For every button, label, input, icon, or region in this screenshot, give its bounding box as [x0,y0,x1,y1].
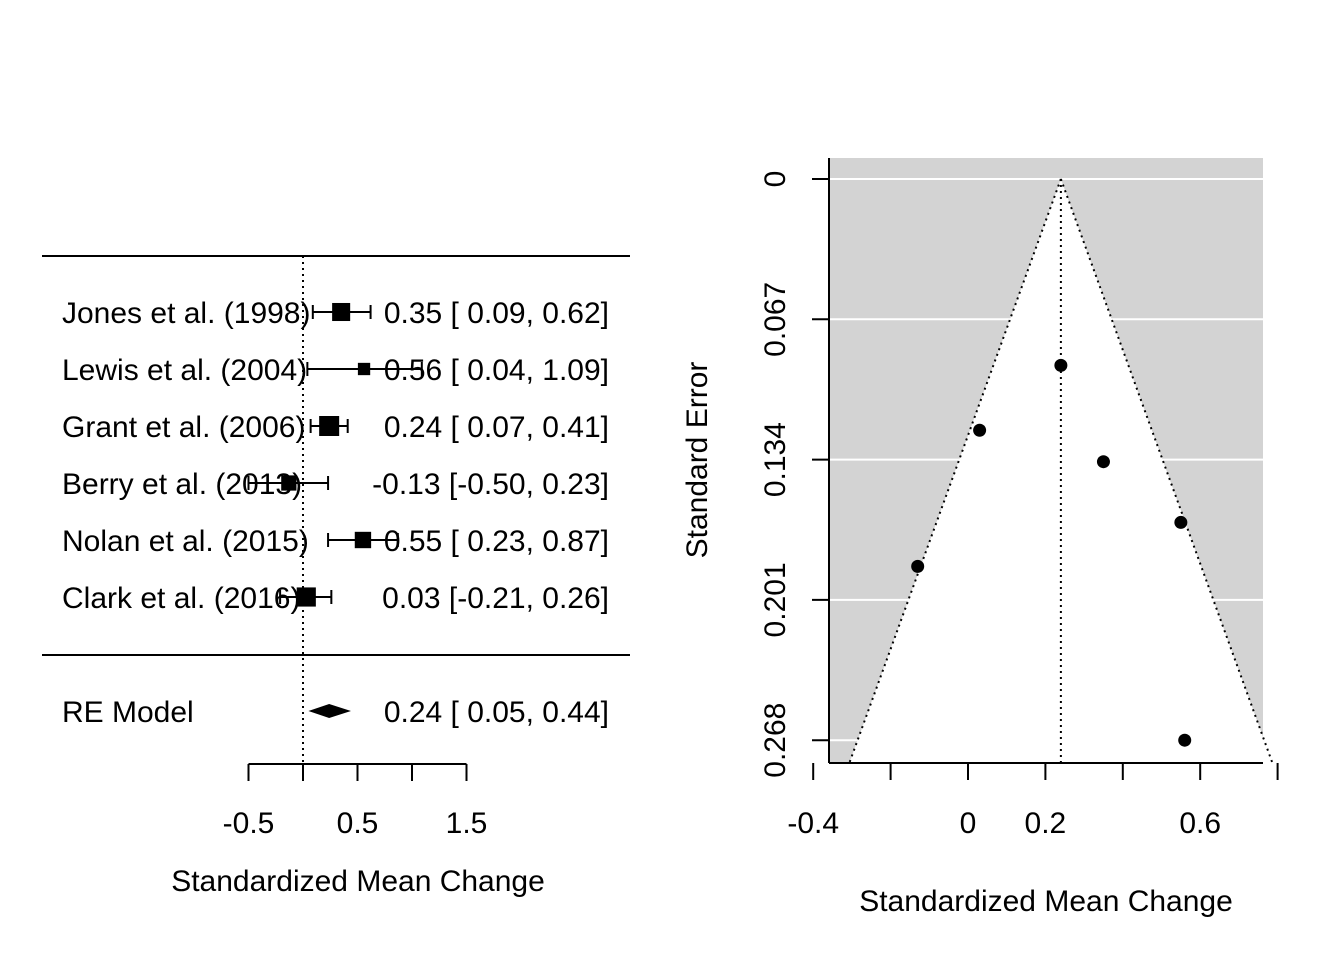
study-row: Jones et al. (1998) 0.35 [ 0.09, 0.62] [62,297,609,330]
study-label: Berry et al. (2013) [62,468,302,501]
y-axis-title: Standard Error [681,362,714,559]
estimate-square [357,362,371,376]
x-tick-label: 0 [960,807,977,840]
y-tick-label: 0.201 [759,562,792,637]
funnel-left-boundary [848,178,1062,764]
estimate-square [332,302,351,322]
study-label: Lewis et al. (2004) [62,354,307,387]
x-tick-label: -0.4 [787,807,839,840]
summary-row: RE Model 0.24 [ 0.05, 0.44] [62,696,609,729]
funnel-right-boundary [1059,178,1274,764]
study-point [973,423,987,437]
study-row: Lewis et al. (2004) 0.56 [ 0.04, 1.09] [62,354,609,387]
study-row: Nolan et al. (2015) 0.55 [ 0.23, 0.87] [62,525,609,558]
estimate-square [296,587,316,607]
study-point [1174,515,1188,529]
study-point [1096,455,1110,469]
study-row: Grant et al. (2006) 0.24 [ 0.07, 0.41] [62,411,609,444]
summary-diamond [308,704,351,718]
x-tick-label: 0.5 [337,807,379,840]
x-tick-label: -0.5 [223,807,275,840]
estimate-square [281,475,297,491]
estimate-ci-text: -0.13 [-0.50, 0.23] [372,468,609,501]
estimate-ci-text: 0.03 [-0.21, 0.26] [382,582,609,615]
study-point [911,559,925,573]
x-tick-label: 1.5 [446,807,488,840]
study-label: Nolan et al. (2015) [62,525,309,558]
funnel-plot: 0 0.067 0.134 0.201 0.268 Standard Error -0.4 0… [681,158,1279,918]
study-point [1178,733,1192,747]
estimate-ci-text: 0.24 [ 0.07, 0.41] [384,411,609,444]
estimate-ci-text: 0.56 [ 0.04, 1.09] [384,354,609,387]
x-axis-title: Standardized Mean Change [171,865,545,898]
study-row: Clark et al. (2016) 0.03 [-0.21, 0.26] [62,582,609,615]
summary-estimate-text: 0.24 [ 0.05, 0.44] [384,696,609,729]
x-tick-label: 0.2 [1025,807,1067,840]
estimate-square [354,531,372,549]
y-tick-label: 0.067 [759,282,792,357]
x-tick-label: 0.6 [1179,807,1221,840]
estimate-square [319,416,340,436]
estimate-ci-text: 0.55 [ 0.23, 0.87] [384,525,609,558]
forest-plot: Jones et al. (1998) 0.35 [ 0.09, 0.62] Lew… [42,255,630,898]
study-point [1054,358,1068,372]
x-axis-title: Standardized Mean Change [859,885,1233,918]
y-tick-label: 0.134 [759,422,792,497]
funnel-region [849,179,1273,763]
study-row: Berry et al. (2013) -0.13 [-0.50, 0.23] [62,468,609,501]
study-label: Clark et al. (2016) [62,582,300,615]
y-tick-label: 0 [759,171,792,188]
study-label: Grant et al. (2006) [62,411,305,444]
estimate-ci-text: 0.35 [ 0.09, 0.62] [384,297,609,330]
summary-label: RE Model [62,696,194,729]
study-label: Jones et al. (1998) [62,297,310,330]
y-tick-label: 0.268 [759,703,792,778]
